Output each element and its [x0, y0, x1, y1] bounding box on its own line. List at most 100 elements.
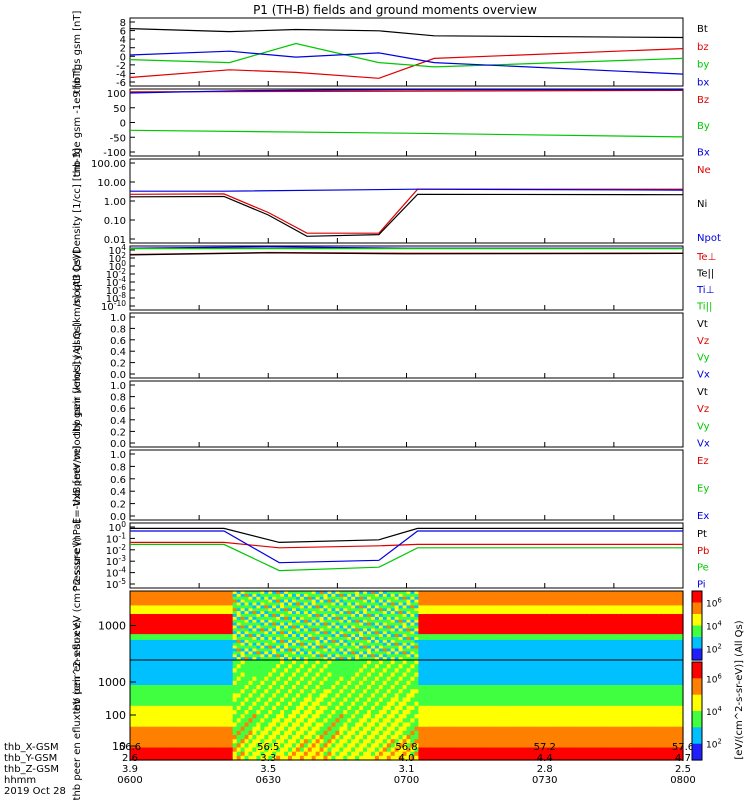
spectrogram-cell [560, 611, 565, 615]
spectrogram-cell [497, 591, 502, 595]
spectrogram-cell [556, 639, 562, 644]
spectrogram-cell [244, 614, 250, 618]
spectrogram-cell [169, 637, 174, 641]
spectrogram-cell [248, 616, 253, 621]
spectrogram-cell [292, 634, 297, 638]
spectrogram-cell [153, 657, 159, 661]
spectrogram-cell [130, 628, 135, 632]
spectrogram-cell [390, 631, 396, 635]
spectrogram-cell [133, 619, 139, 624]
spectrogram-cell [149, 680, 155, 686]
spectrogram-cell [224, 637, 230, 641]
spectrogram-cell [469, 591, 475, 595]
spectrogram-cell [244, 602, 250, 606]
spectrogram-cell [205, 657, 210, 661]
spectrogram-cell [153, 689, 159, 694]
spectrogram-cell [489, 596, 494, 601]
spectrogram-cell [378, 648, 384, 652]
spectrogram-cell [611, 637, 617, 641]
spectrogram-cell [173, 625, 178, 629]
panel-ylabel: thb peir en eflux eV (cm^2-s-sr-eV) [72, 537, 83, 715]
spectrogram-cell [509, 599, 514, 604]
spectrogram-cell [130, 591, 135, 595]
spectrogram-cell [212, 668, 218, 674]
spectrogram-cell [189, 668, 194, 674]
spectrogram-cell [355, 648, 360, 652]
spectrogram-cell [604, 596, 609, 601]
spectrogram-cell [181, 611, 186, 615]
spectrogram-cell [205, 672, 210, 678]
spectrogram-cell [627, 611, 633, 615]
spectrogram-cell [394, 642, 400, 647]
spectrogram-cell [303, 705, 309, 711]
spectrogram-cell [343, 722, 348, 728]
spectrogram-cell [679, 596, 684, 601]
spectrogram-cell [299, 676, 305, 682]
spectrogram-cell [418, 599, 423, 604]
spectrogram-cell [347, 730, 352, 736]
spectrogram-cell [335, 591, 340, 595]
spectrogram-cell [292, 755, 297, 761]
spectrogram-cell [355, 705, 360, 711]
spectrogram-cell [193, 668, 198, 674]
spectrogram-cell [497, 628, 502, 632]
spectrogram-cell [280, 637, 285, 641]
spectrogram-cell [481, 634, 486, 638]
spectrogram-cell [552, 605, 558, 609]
spectrogram-cell [465, 642, 471, 647]
spectrogram-cell [335, 710, 340, 715]
spectrogram-cell [216, 693, 222, 699]
spectrogram-cell [319, 608, 325, 612]
spectrogram-cell [659, 614, 664, 618]
spectrogram-cell [264, 605, 269, 609]
spectrogram-cell [216, 645, 222, 650]
spectrogram-cell [288, 747, 293, 753]
spectrogram-cell [406, 628, 411, 632]
y-tick-label: 100 [107, 89, 126, 100]
spectrogram-cell [303, 602, 309, 606]
spectrogram-cell [149, 705, 155, 711]
spectrogram-cell [220, 680, 226, 686]
spectrogram-cell [133, 726, 139, 732]
spectrogram-cell [272, 645, 277, 650]
spectrogram-cell [244, 608, 250, 612]
spectrogram-cell [149, 616, 155, 621]
spectrogram-cell [532, 622, 538, 627]
spectrogram-cell [647, 654, 652, 658]
spectrogram-cell [619, 631, 625, 635]
spectrogram-cell [256, 651, 261, 655]
spectrogram-cell [343, 602, 348, 606]
spectrogram-cell [315, 697, 321, 703]
spectrogram-cell [209, 743, 214, 749]
spectrogram-cell [272, 664, 277, 669]
spectrogram-cell [303, 648, 309, 652]
spectrogram-cell [197, 622, 202, 627]
spectrogram-cell [536, 622, 542, 627]
spectrogram-cell [169, 743, 174, 749]
spectrogram-cell [513, 648, 518, 652]
spectrogram-cell [209, 739, 214, 744]
spectrogram-cell [280, 651, 285, 655]
spectrogram-cell [418, 619, 423, 624]
spectrogram-cell [572, 634, 577, 638]
spectrogram-cell [157, 693, 163, 699]
spectrogram-cell [284, 642, 289, 647]
spectrogram-cell [260, 622, 265, 627]
spectrogram-cell [299, 657, 305, 661]
spectrogram-cell [212, 693, 218, 699]
spectrogram-cell [651, 654, 656, 658]
spectrogram-cell [220, 654, 226, 658]
spectrogram-cell [288, 619, 293, 624]
spectrogram-cell [260, 743, 265, 749]
spectrogram-cell [149, 596, 155, 601]
spectrogram-cell [288, 685, 293, 690]
spectrogram-cell [280, 645, 285, 650]
spectrogram-cell [209, 596, 214, 601]
spectrogram-cell [315, 634, 321, 638]
spectrogram-cell [679, 628, 684, 632]
spectrogram-cell [540, 622, 546, 627]
spectrogram-cell [224, 608, 230, 612]
spectrogram-cell [347, 634, 352, 638]
spectrogram-cell [193, 654, 198, 658]
spectrogram-cell [177, 668, 182, 674]
